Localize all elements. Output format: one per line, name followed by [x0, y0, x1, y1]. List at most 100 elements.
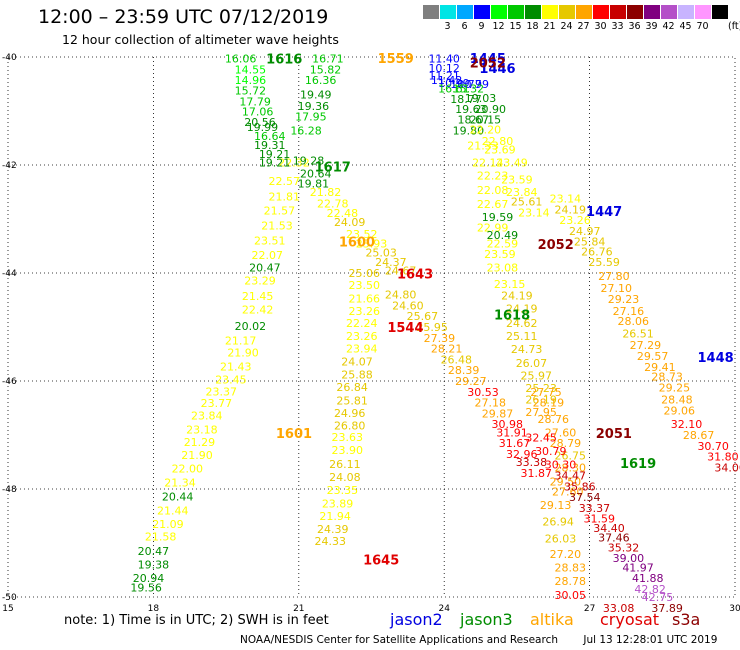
swh-data-point: 16.71: [312, 53, 344, 66]
swh-swatch: [643, 5, 660, 19]
swh-data-point: 10.99: [458, 78, 490, 91]
swh-data-point: 27.16: [613, 305, 645, 318]
swh-data-point: 24.19: [506, 303, 538, 316]
swh-data-point: 26.76: [581, 245, 613, 258]
swh-data-point: 23.59: [501, 174, 533, 187]
swh-data-point: 28.19: [533, 397, 565, 410]
swh-data-point: 23.69: [484, 143, 516, 156]
swh-data-point: 23.94: [346, 343, 378, 356]
swh-data-point: 20.64: [300, 168, 332, 181]
swh-swatch: [490, 5, 507, 19]
swh-data-point: 27.95: [525, 406, 557, 419]
pass-time-label: 2051: [596, 427, 632, 442]
swh-data-point: 34.47: [554, 470, 586, 483]
swh-swatch: [507, 5, 524, 19]
swh-data-point: 23.84: [191, 410, 223, 423]
swh-data-point: 24.97: [569, 225, 601, 238]
swh-data-point: 19.38: [138, 559, 170, 572]
swh-data-point: 14.55: [235, 63, 267, 76]
y-tick-label: -44: [2, 269, 17, 279]
swh-data-point: 17.95: [295, 110, 327, 123]
swh-data-point: 27.75: [530, 386, 562, 399]
y-tick-label: -48: [2, 485, 17, 495]
swh-data-point: 23.37: [206, 385, 238, 398]
swh-data-point: 33.37: [579, 502, 611, 515]
pass-time-label: 1559: [378, 52, 414, 67]
swh-swatch-label: 24: [560, 21, 573, 32]
swh-data-point: 41.88: [632, 572, 664, 585]
swh-data-point: 21.44: [157, 505, 189, 518]
swh-data-point: 11.40: [428, 53, 460, 66]
swh-data-point: 37.46: [598, 532, 630, 545]
swh-data-point: 20.49: [487, 229, 519, 242]
swh-data-point: 21.09: [152, 518, 184, 531]
swh-data-point: 25.59: [588, 256, 620, 269]
swh-swatch: [609, 5, 626, 19]
swh-data-point: 18.67: [458, 114, 490, 127]
swh-data-point: 29.23: [608, 293, 640, 306]
swh-data-point: 20.15: [470, 114, 502, 127]
swh-data-point: 23.77: [201, 397, 233, 410]
swh-data-point: 33.08: [603, 602, 635, 615]
swh-swatch-label: 15: [509, 21, 522, 32]
swh-data-point: 23.35: [327, 484, 359, 497]
swh-data-point: 31.59: [584, 513, 616, 526]
swh-data-point: 10.77: [450, 78, 482, 91]
swh-data-point: 25.03: [365, 246, 397, 259]
swh-data-point: 14.96: [235, 74, 267, 87]
pass-time-label: 1447: [586, 205, 622, 220]
swh-swatch-label: 27: [577, 21, 590, 32]
swh-data-point: 30.70: [697, 440, 729, 453]
swh-data-point: 21.45: [242, 290, 274, 303]
swh-data-point: 15.72: [235, 84, 267, 97]
swh-swatch-label: 33: [611, 21, 624, 32]
swh-data-point: 22.67: [477, 198, 509, 211]
swh-swatch-label: 70: [696, 21, 709, 32]
swh-data-point: 21.17: [225, 335, 257, 348]
swh-data-point: 27.60: [552, 486, 584, 499]
swh-data-point: 30.53: [467, 386, 499, 399]
swh-data-point: 19.21: [259, 156, 291, 169]
swh-data-point: 22.07: [252, 249, 284, 262]
swh-data-point: 17.79: [239, 95, 271, 108]
swh-data-point: 15.32: [453, 82, 485, 95]
swh-data-point: 28.06: [617, 315, 649, 328]
y-tick-label: -46: [2, 377, 17, 387]
swh-data-point: 19.80: [453, 124, 485, 137]
swh-data-point: 31.67: [499, 437, 531, 450]
swh-data-point: 22.59: [487, 237, 519, 250]
swh-data-point: 29.27: [455, 375, 487, 388]
swh-data-point: 26.11: [329, 458, 361, 471]
x-tick-label: 27: [584, 604, 595, 614]
swh-data-point: 22.99: [477, 222, 509, 235]
swh-data-point: 29.87: [482, 407, 514, 420]
swh-data-point: 31.91: [496, 426, 528, 439]
swh-data-point: 24.19: [554, 203, 586, 216]
pass-time-label: 1643: [397, 268, 433, 283]
swh-unit-label: (ft): [728, 21, 740, 32]
swh-data-point: 32.96: [506, 448, 538, 461]
swh-data-point: 35.32: [608, 541, 640, 554]
swh-swatch: [541, 5, 558, 19]
swh-data-point: 23.14: [550, 192, 582, 205]
swh-data-point: 35.86: [564, 480, 596, 493]
swh-data-point: 23.63: [332, 431, 364, 444]
swh-swatch: [439, 5, 456, 19]
swh-data-point: 26.80: [334, 419, 366, 432]
pass-time-label: 1645: [363, 554, 399, 569]
swh-data-point: 28.67: [683, 429, 715, 442]
swh-data-point: 27.29: [630, 339, 662, 352]
swh-data-point: 30.98: [491, 418, 523, 431]
swh-swatch-label: 18: [526, 21, 539, 32]
legend-altika: altika: [530, 610, 574, 629]
y-tick-label: -40: [2, 53, 17, 63]
swh-swatch-label: 9: [478, 21, 485, 32]
swh-swatch: [524, 5, 541, 19]
swh-data-point: 42.75: [642, 591, 674, 604]
swh-data-point: 26.94: [542, 515, 574, 528]
swh-data-point: 23.49: [496, 156, 528, 169]
swh-data-point: 21.34: [164, 477, 196, 490]
swh-data-point: 41.97: [622, 561, 654, 574]
